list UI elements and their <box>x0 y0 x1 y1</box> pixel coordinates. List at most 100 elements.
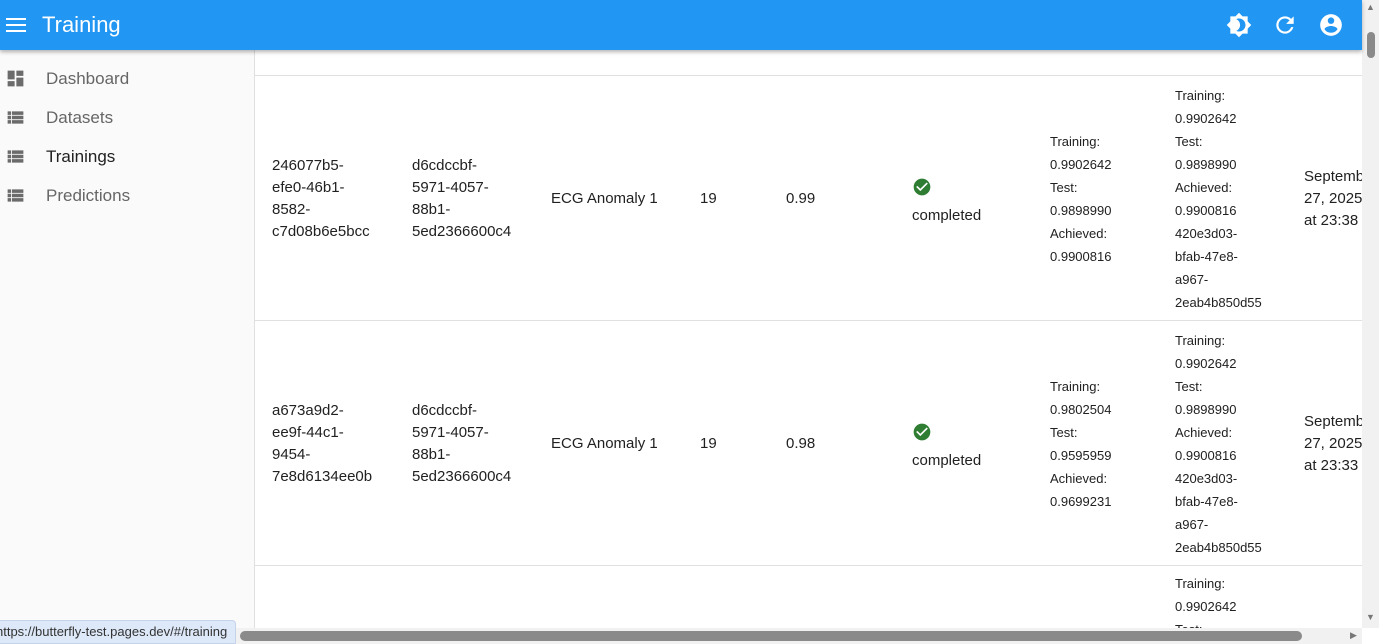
cell-line: Test: <box>1050 424 1078 440</box>
sidebar-item-predictions[interactable]: Predictions <box>0 176 254 215</box>
app-bar: Training <box>0 0 1362 50</box>
cell-line: 5971-4057- <box>412 178 489 196</box>
cell-line: Achieved: <box>1050 470 1108 486</box>
cell-line: 246077b5- <box>272 156 344 174</box>
status: completed <box>912 321 981 566</box>
horizontal-scrollbar[interactable]: ▶ <box>0 628 1362 644</box>
cell-line: 0.9898990 <box>1050 202 1112 218</box>
list-icon <box>7 189 24 202</box>
status-label: completed <box>912 206 982 224</box>
cell-line: 0.9900816 <box>1175 447 1237 463</box>
cell-line: 27, 2025 <box>1304 434 1363 452</box>
sidebar-item-label: Datasets <box>46 107 114 127</box>
sidebar-item-trainings[interactable]: Trainings <box>0 137 254 176</box>
cell-line: d6cdccbf- <box>412 156 478 174</box>
score: 0.99 <box>786 189 816 207</box>
score: 0.98 <box>786 434 816 452</box>
cell-line: 0.9898990 <box>1175 401 1237 417</box>
page-title: Training <box>42 12 121 37</box>
cell-line: Achieved: <box>1175 179 1233 195</box>
cell-line: 2eab4b850d55 <box>1175 294 1262 310</box>
cell-line: Training: <box>1050 378 1101 394</box>
cell-line: at 23:38 <box>1304 211 1359 229</box>
cell-line: a967- <box>1175 271 1209 287</box>
cell-line: 0.9902642 <box>1175 599 1237 614</box>
cell-line: 9454- <box>272 445 311 463</box>
check-circle-icon <box>913 178 931 195</box>
cell-line: Septemb <box>1304 167 1365 185</box>
epochs: 19 <box>700 189 717 207</box>
cell-line: bfab-47e8- <box>1175 493 1238 509</box>
dataset-id: d6cdccbf- 5971-4057- 88b1- 5ed2366600c4 <box>412 76 511 321</box>
cell-line: c7d08b6e5bcc <box>272 222 370 240</box>
cell-line: 0.9902642 <box>1175 110 1237 126</box>
best-metrics: Training: 0.9902642 Test: 0.9898990 Achieved… <box>1175 321 1262 566</box>
cell-line: Achieved: <box>1050 225 1108 241</box>
cell-line: 0.9595959 <box>1050 447 1112 463</box>
cell-line: 0.9802504 <box>1050 401 1112 417</box>
cell-line: Test: <box>1175 133 1203 149</box>
metrics: Training: 0.9802504 Test: 0.9595959 Achieved… <box>1050 321 1111 566</box>
cell-line: Achieved: <box>1175 424 1233 440</box>
training-id: 246077b5- efe0-46b1- 8582- c7d08b6e5bcc <box>272 76 370 321</box>
cell-line: Training: <box>1175 87 1226 103</box>
cell-line: Training: <box>1175 576 1226 591</box>
training-id: a673a9d2- ee9f-44c1- 9454- 7e8d6134ee0b <box>272 321 372 566</box>
cell-line: Test: <box>1050 179 1078 195</box>
cell-line: 0.9900816 <box>1050 248 1112 264</box>
best-metrics: Training: 0.9902642 Test: 0.9898990 Achieved… <box>1175 76 1262 321</box>
sidebar-item-label: Trainings <box>46 146 116 166</box>
cell-line: ee9f-44c1- <box>272 423 344 441</box>
brightness-icon[interactable] <box>1226 12 1252 38</box>
status: completed <box>912 76 981 321</box>
cell-line: bfab-47e8- <box>1175 248 1238 264</box>
cell-line: 5971-4057- <box>412 423 489 441</box>
cell-line: at 23:33 <box>1304 456 1359 474</box>
cell-line: 27, 2025 <box>1304 189 1363 207</box>
trainings-table: 246077b5- efe0-46b1- 8582- c7d08b6e5bcc d6cd… <box>255 50 1364 637</box>
cell-line: a967- <box>1175 516 1209 532</box>
dataset-name: ECG Anomaly 1 <box>551 189 658 207</box>
cell-line: 0.9902642 <box>1175 355 1237 371</box>
status-label: completed <box>912 451 982 469</box>
cell-line: a673a9d2- <box>272 401 344 419</box>
created-date: Septemb 27, 2025 at 23:38 <box>1304 76 1364 321</box>
cell-line: d6cdccbf- <box>412 401 478 419</box>
account-circle-icon[interactable] <box>1318 12 1344 38</box>
cell-line: 8582- <box>272 200 311 218</box>
dataset-name: ECG Anomaly 1 <box>551 434 658 452</box>
link-status-bar: https://butterfly-test.pages.dev/#/train… <box>0 620 237 644</box>
menu-icon[interactable] <box>6 14 26 36</box>
cell-line: Septemb <box>1304 412 1365 430</box>
refresh-icon[interactable] <box>1272 12 1298 38</box>
sidebar-item-dashboard[interactable]: Dashboard <box>0 59 254 98</box>
cell-line: 5ed2366600c4 <box>412 467 512 485</box>
vertical-scrollbar[interactable]: ▲ ▼ <box>1362 0 1379 628</box>
list-icon <box>7 150 24 163</box>
sidebar-item-label: Predictions <box>46 185 131 205</box>
epochs: 19 <box>700 434 717 452</box>
cell-line: 0.9902642 <box>1050 156 1112 172</box>
cell-line: Test: <box>1175 378 1203 394</box>
table-row[interactable]: 246077b5- efe0-46b1- 8582- c7d08b6e5bcc d6cd… <box>255 75 1364 321</box>
cell-line: Training: <box>1175 332 1226 348</box>
table-row[interactable]: a673a9d2- ee9f-44c1- 9454- 7e8d6134ee0b d6cd… <box>255 320 1364 566</box>
dashboard-icon <box>7 70 24 87</box>
sidebar-item-datasets[interactable]: Datasets <box>0 98 254 137</box>
cell-line: Training: <box>1050 133 1101 149</box>
cell-line: 420e3d03- <box>1175 225 1238 241</box>
cell-line: 0.9900816 <box>1175 202 1237 218</box>
list-icon <box>7 111 24 124</box>
cell-line: 88b1- <box>412 445 451 463</box>
sidebar: Dashboard Datasets Trainings Predictions <box>0 50 255 628</box>
metrics: Training: 0.9902642 Test: 0.9898990 Achieved… <box>1050 76 1111 321</box>
cell-line: efe0-46b1- <box>272 178 345 196</box>
cell-line: 5ed2366600c4 <box>412 222 512 240</box>
sidebar-item-label: Dashboard <box>46 68 130 88</box>
check-circle-icon <box>913 423 931 440</box>
cell-line: 2eab4b850d55 <box>1175 539 1262 555</box>
cell-line: 88b1- <box>412 200 451 218</box>
cell-line: 0.9699231 <box>1050 493 1112 509</box>
created-date: Septemb 27, 2025 at 23:33 <box>1304 321 1364 566</box>
